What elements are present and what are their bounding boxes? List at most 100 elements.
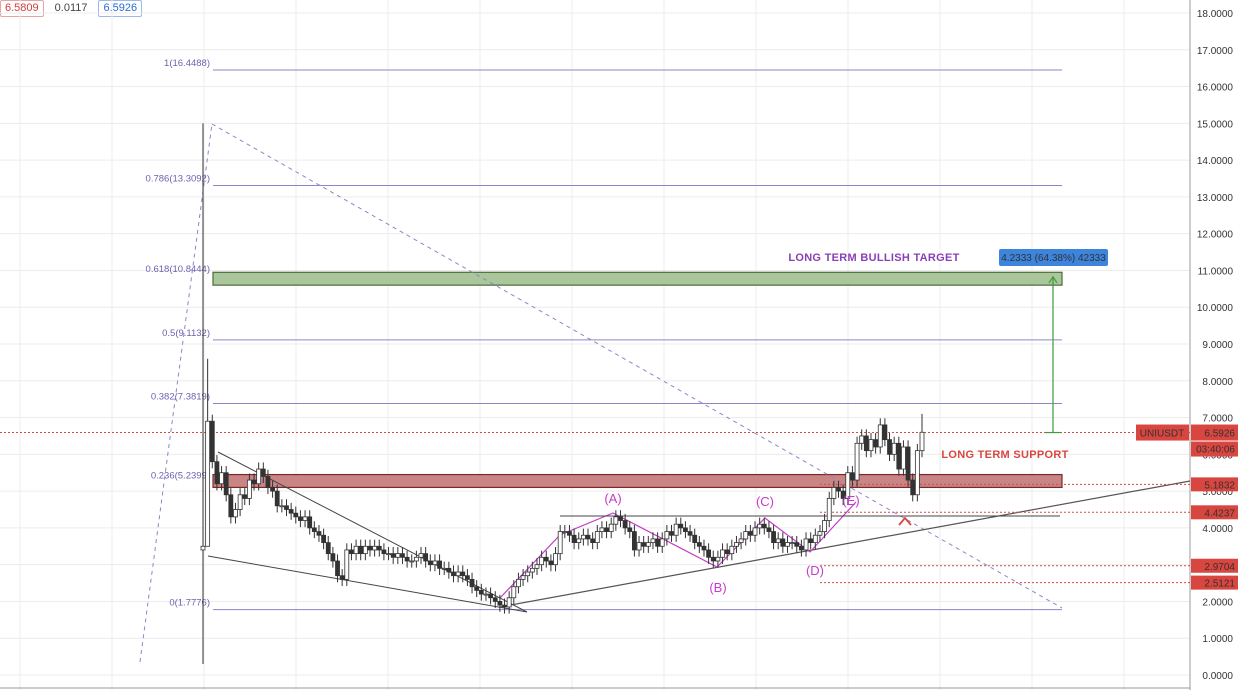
candle-body (386, 553, 391, 556)
candle-body (683, 527, 688, 532)
candle-body (604, 527, 609, 532)
candle-body (288, 509, 294, 514)
last-price-tag (1191, 424, 1238, 441)
bullish-target-zone[interactable] (212, 271, 1063, 286)
candle-body (358, 545, 364, 555)
y-tick-label: 4.0000 (1202, 524, 1233, 535)
level-price-label: 4.4237 (1204, 508, 1235, 519)
candle-body (539, 556, 545, 566)
candle-body (659, 538, 665, 547)
measure-label-box (999, 249, 1108, 266)
wedge-lower-line (207, 555, 528, 613)
candle-body (284, 505, 289, 510)
candle-body (339, 575, 345, 580)
fib-retracement: 1(16.4488) 0.786(13.3092) 0.618(10.8444) 0.… (146, 58, 1062, 611)
candle-body (214, 461, 220, 485)
candle-body (794, 542, 800, 547)
level-price-label: 2.9704 (1204, 562, 1235, 573)
support-zone[interactable] (212, 473, 1063, 489)
candle-body (919, 431, 925, 452)
y-tick-label: 13.0000 (1197, 193, 1234, 204)
candle-body (270, 487, 275, 492)
y-tick-label: 14.0000 (1197, 156, 1234, 167)
y-tick-label: 18.0000 (1197, 9, 1234, 20)
candle-body (896, 442, 902, 470)
candle-body (877, 424, 883, 448)
candle-body (233, 509, 238, 518)
candle-body (362, 545, 368, 555)
candle-body (669, 531, 674, 536)
y-tick-label: 9.0000 (1202, 340, 1233, 351)
candle-body (738, 538, 744, 544)
candle-body (715, 556, 721, 562)
fib-level-label: 0(1.7776) (169, 598, 210, 609)
level-price-tag (1191, 558, 1238, 573)
y-tick-label: 8.0000 (1202, 377, 1233, 388)
countdown-label: 03:40:06 (1196, 445, 1235, 456)
fib-level-label: 0.618(10.8444) (146, 264, 210, 275)
candle-body (437, 560, 442, 569)
candle-body (404, 556, 410, 562)
candle-body (914, 450, 920, 496)
candle-body (511, 586, 517, 599)
candle-body (567, 531, 572, 536)
level-price-tag (1191, 477, 1238, 492)
candle-body (905, 446, 911, 481)
candle-body (873, 439, 879, 448)
candle-body (219, 472, 224, 485)
candle-body (534, 564, 540, 569)
level-price-tag (1191, 575, 1238, 590)
candle-body (840, 490, 846, 499)
support-label: LONG TERM SUPPORT (941, 449, 1068, 461)
candle-body (200, 545, 206, 551)
candle-body (854, 442, 860, 481)
grid (0, 0, 1191, 690)
measure-label: 4.2333 (64.38%) 42333 (1001, 253, 1106, 264)
wave-label: (B) (709, 580, 726, 595)
candle-body (335, 560, 340, 577)
candle-body (325, 542, 331, 555)
candle-body (516, 578, 521, 588)
candle-body (710, 556, 716, 562)
candle-body (483, 593, 489, 596)
candle-body (836, 487, 841, 492)
candle-body (641, 542, 647, 547)
wave-label: (D) (806, 563, 824, 578)
candle-body (209, 420, 215, 463)
candle-body (242, 494, 248, 499)
candle-body (826, 498, 832, 521)
candle-body (780, 538, 786, 547)
candle-body (298, 516, 303, 521)
y-tick-label: 12.0000 (1197, 230, 1234, 241)
candle-body (228, 494, 234, 518)
candle-body (400, 553, 405, 558)
candle-body (734, 542, 739, 547)
candle-body (390, 553, 396, 558)
candle-body (205, 420, 211, 547)
candle-body (757, 523, 763, 529)
candle-body (817, 531, 823, 536)
candle-body (766, 527, 772, 532)
candle-body (376, 545, 382, 551)
candle-body (344, 549, 350, 580)
zones (212, 271, 1063, 489)
wave-label: (A) (604, 491, 621, 506)
candle-body (599, 527, 605, 532)
candle-body (571, 534, 577, 544)
candle-body (590, 538, 596, 544)
price-tags: UNIUSDT 6.5926 03:40:06 5.1832 4.4237 2.9704 2… (1136, 424, 1238, 590)
candle-body (724, 549, 730, 555)
candle-body (446, 567, 452, 573)
candle-body (321, 534, 327, 544)
y-tick-label: 16.0000 (1197, 83, 1234, 94)
candle-body (432, 560, 438, 566)
candle-body (706, 549, 712, 558)
caret-up-icon (898, 516, 912, 526)
candle-body (594, 531, 600, 543)
candle-body (882, 424, 888, 441)
candle-body (353, 545, 359, 555)
candle-body (608, 523, 614, 532)
target-measure: 4.2333 (64.38%) 42333 (999, 249, 1108, 434)
candle-body (506, 597, 512, 608)
